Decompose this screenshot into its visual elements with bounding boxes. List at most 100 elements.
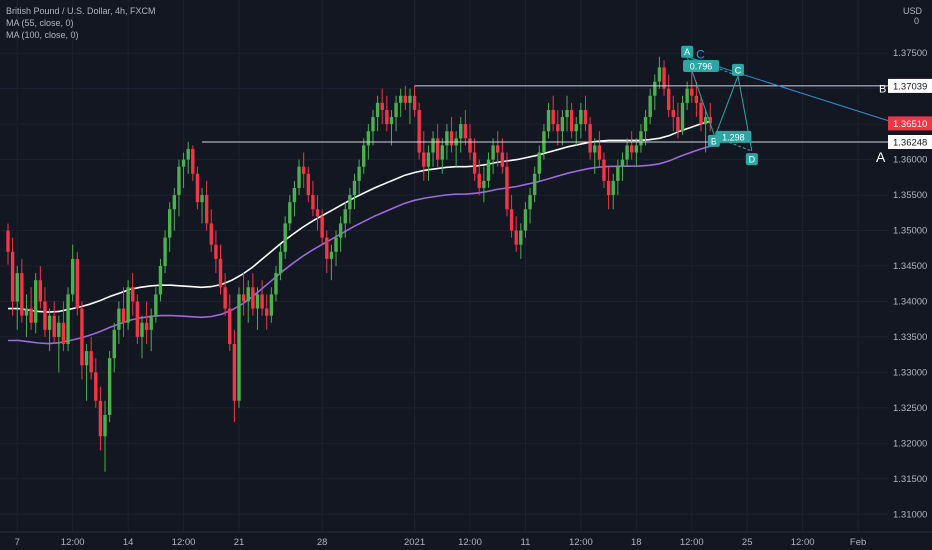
candle-body <box>431 138 435 153</box>
ratio-ac-bg <box>683 59 719 72</box>
candle-body <box>597 145 602 160</box>
candle-body <box>70 258 75 295</box>
candle-body <box>278 251 283 274</box>
trend-line <box>686 56 889 122</box>
candle-body <box>620 159 625 167</box>
price-tick: 1.32500 <box>893 403 927 414</box>
candle-body <box>61 322 66 345</box>
candle-body <box>449 131 454 146</box>
candle-body <box>20 273 24 316</box>
point-c-bg <box>731 63 744 76</box>
candle-body <box>228 308 232 345</box>
time-tick: 28 <box>317 537 328 548</box>
candle-body <box>680 102 685 132</box>
candle-body <box>625 145 629 160</box>
candle-body <box>66 294 70 345</box>
candle-body <box>343 209 347 224</box>
candle-body <box>126 287 130 323</box>
candle-body <box>84 351 89 366</box>
candle-body <box>325 237 329 259</box>
candle-body <box>505 166 509 210</box>
ma55-legend: MA (55, close, 0) <box>6 18 74 28</box>
candle-body <box>251 287 255 309</box>
time-tick: 12:00 <box>680 537 704 548</box>
pattern-legs <box>686 56 753 152</box>
candle-body <box>486 159 491 181</box>
candle-body <box>685 88 689 103</box>
price-axis[interactable]: USD01.375001.370001.365001.360001.355001… <box>888 0 932 550</box>
candle-body <box>634 145 639 153</box>
candle-body <box>399 95 403 103</box>
point-d-bg <box>745 153 758 166</box>
candle-body <box>560 117 565 132</box>
point-b: B <box>711 136 717 146</box>
candle-body <box>366 131 371 146</box>
candle-body <box>315 209 320 217</box>
candle-body <box>10 251 15 302</box>
label-b: B <box>879 84 886 96</box>
candle-body <box>352 180 357 196</box>
candle-body <box>482 180 486 188</box>
candle-body <box>274 273 278 295</box>
candle-body <box>616 166 620 181</box>
time-tick: 12:00 <box>791 537 815 548</box>
candle-body <box>394 102 398 118</box>
drawings[interactable]: A B C D 0.796 1.298 C B A <box>202 45 889 166</box>
candle-body <box>477 173 481 188</box>
point-a-bg <box>681 45 694 58</box>
time-axis[interactable]: 7 12:00 14 12:00 21 28 2021 12:00 11 12:00 18 12:00… <box>0 531 932 548</box>
candle-body <box>408 95 412 103</box>
candle-body <box>246 287 250 302</box>
candle-body <box>403 95 408 103</box>
candle-body <box>385 109 389 125</box>
candle-body <box>306 173 310 196</box>
candle-body <box>57 322 61 337</box>
current-price-tag-bg <box>888 116 932 131</box>
ratio-ac: 0.796 <box>690 61 713 71</box>
candle-body <box>514 230 518 245</box>
candle-body <box>168 209 172 238</box>
candle-body <box>699 102 703 125</box>
candle-body <box>463 124 468 139</box>
candle-body <box>528 195 532 210</box>
candle-body <box>583 109 588 125</box>
candle-body <box>417 109 421 153</box>
candle-body <box>237 294 241 401</box>
candle-body <box>565 109 569 118</box>
candle-body <box>380 102 384 110</box>
label-c: C <box>696 48 705 62</box>
price-tick: 1.35500 <box>893 190 927 201</box>
candle-body <box>135 301 140 337</box>
point-a: A <box>684 47 690 57</box>
candle-body <box>546 109 551 132</box>
time-tick: 11 <box>521 537 531 548</box>
currency-label: USD <box>903 6 923 16</box>
price-tick: 1.37500 <box>893 48 927 59</box>
candle-body <box>181 159 186 167</box>
candle-body <box>149 315 153 330</box>
candle-body <box>500 152 505 167</box>
candle-body <box>6 230 10 252</box>
candle-body <box>348 195 352 210</box>
candle-body <box>52 315 56 337</box>
chart-legend: British Pound / U.S. Dollar, 4h, FXCM MA… <box>6 5 156 41</box>
time-tick: Feb <box>850 537 866 548</box>
time-tick: 12:00 <box>458 537 482 548</box>
candle-body <box>611 180 615 196</box>
candle-body <box>158 266 163 295</box>
price-tick: 1.35000 <box>893 226 927 237</box>
candle-body <box>496 145 500 153</box>
time-tick: 12:00 <box>61 537 85 548</box>
candle-body <box>255 294 260 309</box>
candle-body <box>34 280 38 323</box>
candle-body <box>357 166 361 181</box>
point-c: C <box>735 65 742 75</box>
price-tick: 1.31000 <box>893 509 927 520</box>
candle-body <box>334 237 338 252</box>
candle-body <box>329 251 334 259</box>
candle-body <box>112 329 116 359</box>
candle-body <box>666 88 671 110</box>
time-tick: 7 <box>15 537 20 548</box>
